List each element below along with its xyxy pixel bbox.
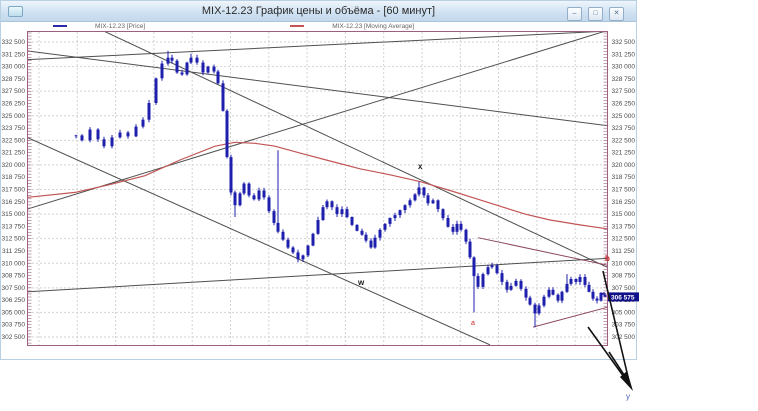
svg-text:303 750: 303 750 bbox=[2, 322, 26, 329]
svg-text:311 250: 311 250 bbox=[2, 248, 25, 255]
legend-swatch-icon bbox=[290, 25, 305, 27]
svg-text:320 000: 320 000 bbox=[612, 162, 636, 169]
svg-text:315 000: 315 000 bbox=[2, 211, 26, 218]
svg-text:326 250: 326 250 bbox=[612, 101, 636, 108]
svg-text:331 250: 331 250 bbox=[612, 51, 636, 58]
svg-text:313 750: 313 750 bbox=[612, 223, 636, 230]
svg-text:302 500: 302 500 bbox=[612, 334, 636, 341]
svg-text:305 000: 305 000 bbox=[2, 309, 26, 316]
svg-text:322 500: 322 500 bbox=[2, 137, 26, 144]
legend-item-price: MIX-12.23 [Price] bbox=[53, 23, 145, 30]
down-arrow-icon bbox=[602, 270, 630, 382]
svg-text:323 750: 323 750 bbox=[612, 125, 636, 132]
svg-text:323 750: 323 750 bbox=[2, 125, 26, 132]
annotation-x: x bbox=[418, 162, 423, 171]
minimize-button[interactable]: – bbox=[567, 7, 582, 21]
window-title: MIX-12.23 График цены и объёма - [60 мин… bbox=[201, 5, 436, 17]
svg-text:312 500: 312 500 bbox=[612, 236, 636, 243]
svg-text:318 750: 318 750 bbox=[2, 174, 26, 181]
svg-text:308 750: 308 750 bbox=[2, 273, 26, 280]
svg-text:310 000: 310 000 bbox=[612, 260, 636, 267]
svg-text:307 500: 307 500 bbox=[2, 285, 26, 292]
svg-text:318 750: 318 750 bbox=[612, 174, 636, 181]
svg-text:302 500: 302 500 bbox=[2, 334, 26, 341]
svg-text:312 500: 312 500 bbox=[2, 236, 26, 243]
down-arrow-head-icon bbox=[620, 371, 633, 391]
annotation-w: w bbox=[357, 278, 365, 287]
legend-label: MIX-12.23 [Price] bbox=[95, 22, 146, 30]
chart-legend: MIX-12.23 [Price] MIX-12.23 [Moving Avera… bbox=[1, 21, 636, 31]
svg-text:330 000: 330 000 bbox=[2, 64, 26, 71]
window-icon bbox=[8, 5, 23, 17]
svg-text:321 250: 321 250 bbox=[612, 150, 636, 157]
svg-text:311 250: 311 250 bbox=[612, 248, 635, 255]
annotation-b: b bbox=[605, 254, 610, 263]
window-controls: – □ ✕ bbox=[567, 7, 624, 21]
close-button[interactable]: ✕ bbox=[609, 7, 624, 21]
down-arrow-icon bbox=[587, 326, 630, 385]
svg-text:322 500: 322 500 bbox=[612, 137, 636, 144]
svg-text:307 500: 307 500 bbox=[612, 285, 636, 292]
svg-text:316 250: 316 250 bbox=[2, 199, 26, 206]
annotation-a: a bbox=[471, 320, 475, 327]
svg-text:317 500: 317 500 bbox=[2, 187, 26, 194]
svg-text:326 250: 326 250 bbox=[2, 101, 26, 108]
svg-text:320 000: 320 000 bbox=[2, 162, 26, 169]
chart-window: MIX-12.23 График цены и объёма - [60 мин… bbox=[0, 0, 637, 360]
svg-text:305 000: 305 000 bbox=[612, 309, 636, 316]
svg-text:327 500: 327 500 bbox=[2, 88, 26, 95]
svg-text:332 500: 332 500 bbox=[612, 39, 636, 46]
svg-text:313 750: 313 750 bbox=[2, 223, 26, 230]
svg-text:306 250: 306 250 bbox=[2, 297, 26, 304]
svg-text:303 750: 303 750 bbox=[612, 322, 636, 329]
svg-text:331 250: 331 250 bbox=[2, 51, 26, 58]
svg-text:328 750: 328 750 bbox=[2, 76, 26, 83]
svg-text:310 000: 310 000 bbox=[2, 260, 26, 267]
window-titlebar[interactable]: MIX-12.23 График цены и объёма - [60 мин… bbox=[1, 1, 636, 22]
svg-text:315 000: 315 000 bbox=[612, 211, 636, 218]
maximize-button[interactable]: □ bbox=[588, 7, 603, 21]
annotation-y: y bbox=[626, 392, 630, 401]
svg-text:328 750: 328 750 bbox=[612, 76, 636, 83]
legend-swatch-icon bbox=[53, 25, 67, 27]
legend-label: MIX-12.23 [Moving Average] bbox=[332, 22, 415, 30]
svg-text:325 000: 325 000 bbox=[612, 113, 636, 120]
svg-text:321 250: 321 250 bbox=[2, 150, 26, 157]
last-price-tag: 306 575 bbox=[608, 292, 639, 302]
svg-text:317 500: 317 500 bbox=[612, 187, 636, 194]
svg-text:332 500: 332 500 bbox=[2, 39, 26, 46]
svg-text:325 000: 325 000 bbox=[2, 113, 26, 120]
legend-item-moving-average: MIX-12.23 [Moving Average] bbox=[290, 23, 414, 30]
svg-text:308 750: 308 750 bbox=[612, 273, 636, 280]
svg-text:327 500: 327 500 bbox=[612, 88, 636, 95]
svg-text:316 250: 316 250 bbox=[612, 199, 636, 206]
svg-text:330 000: 330 000 bbox=[612, 64, 636, 71]
svg-text:306 575: 306 575 bbox=[611, 294, 635, 301]
